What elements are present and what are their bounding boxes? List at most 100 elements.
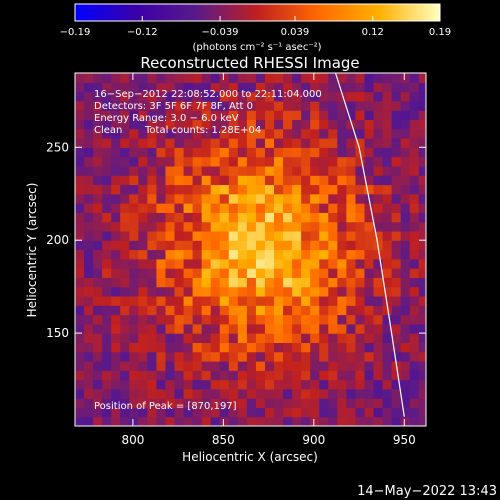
heatmap-cell	[264, 398, 275, 409]
heatmap-cell	[84, 286, 94, 297]
heatmap-cell	[373, 314, 384, 325]
heatmap-cell	[255, 138, 266, 148]
heatmap-cell	[138, 277, 148, 288]
heatmap-cell	[292, 175, 302, 186]
heatmap-cell	[292, 82, 302, 93]
heatmap-cell	[75, 388, 85, 399]
heatmap-cell	[382, 314, 393, 325]
heatmap-cell	[183, 240, 194, 251]
heatmap-cell	[382, 203, 393, 213]
heatmap-cell	[210, 351, 221, 362]
heatmap-cell	[147, 175, 158, 186]
heatmap-cell	[346, 258, 357, 269]
heatmap-cell	[246, 333, 257, 343]
heatmap-cell	[210, 165, 221, 176]
heatmap-cell	[165, 230, 176, 241]
heatmap-cell	[183, 165, 194, 176]
heatmap-cell	[75, 212, 85, 223]
heatmap-cell	[264, 314, 275, 325]
heatmap-cell	[246, 128, 257, 139]
heatmap-cell	[192, 342, 203, 353]
heatmap-cell	[319, 221, 329, 232]
heatmap-cell	[310, 147, 320, 158]
heatmap-cell	[138, 407, 148, 418]
heatmap-cell	[210, 398, 221, 409]
heatmap-cell	[292, 305, 302, 316]
heatmap-cell	[292, 138, 302, 148]
heatmap-cell	[264, 370, 275, 381]
heatmap-cell	[147, 258, 158, 269]
heatmap-cell	[319, 295, 329, 306]
heatmap-cell	[382, 184, 393, 195]
heatmap-cell	[147, 203, 158, 213]
heatmap-cell	[111, 268, 121, 278]
heatmap-cell	[346, 314, 357, 325]
heatmap-cell	[337, 416, 347, 426]
heatmap-cell	[292, 128, 302, 139]
heatmap-cell	[183, 360, 194, 371]
colorbar	[74, 3, 441, 22]
heatmap-cell	[219, 360, 230, 371]
heatmap-cell	[301, 342, 311, 353]
heatmap-cell	[346, 128, 357, 139]
heatmap-cell	[111, 398, 121, 409]
heatmap-cell	[111, 407, 121, 418]
heatmap-cell	[102, 165, 112, 176]
heatmap-cell	[147, 91, 158, 102]
heatmap-cell	[75, 100, 85, 111]
heatmap-cell	[409, 379, 420, 390]
heatmap-cell	[174, 138, 185, 148]
heatmap-cell	[255, 370, 266, 381]
heatmap-cell	[264, 138, 275, 148]
heatmap-cell	[219, 100, 230, 111]
heatmap-cell	[418, 119, 426, 130]
heatmap-cell	[183, 416, 194, 426]
heatmap-cell	[337, 203, 347, 213]
heatmap-cell	[138, 203, 148, 213]
heatmap-cell	[382, 398, 393, 409]
heatmap-cell	[364, 73, 375, 83]
heatmap-cell	[337, 221, 347, 232]
heatmap-cell	[120, 119, 130, 130]
heatmap-cell	[138, 82, 148, 93]
heatmap-cell	[219, 388, 230, 399]
heatmap-cell	[274, 100, 284, 111]
heatmap-cell	[93, 193, 103, 204]
heatmap-cell	[292, 212, 302, 223]
heatmap-cell	[138, 342, 148, 353]
heatmap-cell	[246, 286, 257, 297]
heatmap-cell	[165, 323, 176, 334]
heatmap-cell	[237, 323, 248, 334]
heatmap-cell	[255, 305, 266, 316]
heatmap-cell	[156, 258, 167, 269]
heatmap-cell	[364, 333, 375, 343]
heatmap-cell	[75, 110, 85, 121]
heatmap-cell	[418, 388, 426, 399]
heatmap-cell	[346, 305, 357, 316]
heatmap-cell	[156, 128, 167, 139]
heatmap-cell	[75, 370, 85, 381]
heatmap-cell	[391, 370, 402, 381]
heatmap-cell	[201, 165, 212, 176]
heatmap-cell	[364, 91, 375, 102]
heatmap-cell	[400, 416, 411, 426]
heatmap-cell	[246, 351, 257, 362]
heatmap-cell	[165, 351, 176, 362]
heatmap-cell	[337, 388, 347, 399]
heatmap-cell	[264, 212, 275, 223]
heatmap-cell	[418, 277, 426, 288]
heatmap-cell	[219, 212, 230, 223]
heatmap-cell	[346, 230, 357, 241]
heatmap-cell	[156, 286, 167, 297]
heatmap-cell	[102, 73, 112, 83]
heatmap-cell	[337, 73, 347, 83]
heatmap-cell	[84, 314, 94, 325]
heatmap-cell	[192, 221, 203, 232]
heatmap-cell	[310, 73, 320, 83]
heatmap-cell	[355, 221, 366, 232]
heatmap-cell	[237, 360, 248, 371]
heatmap-cell	[120, 128, 130, 139]
heatmap-cell	[264, 249, 275, 260]
heatmap-cell	[319, 156, 329, 167]
heatmap-cell	[201, 240, 212, 251]
